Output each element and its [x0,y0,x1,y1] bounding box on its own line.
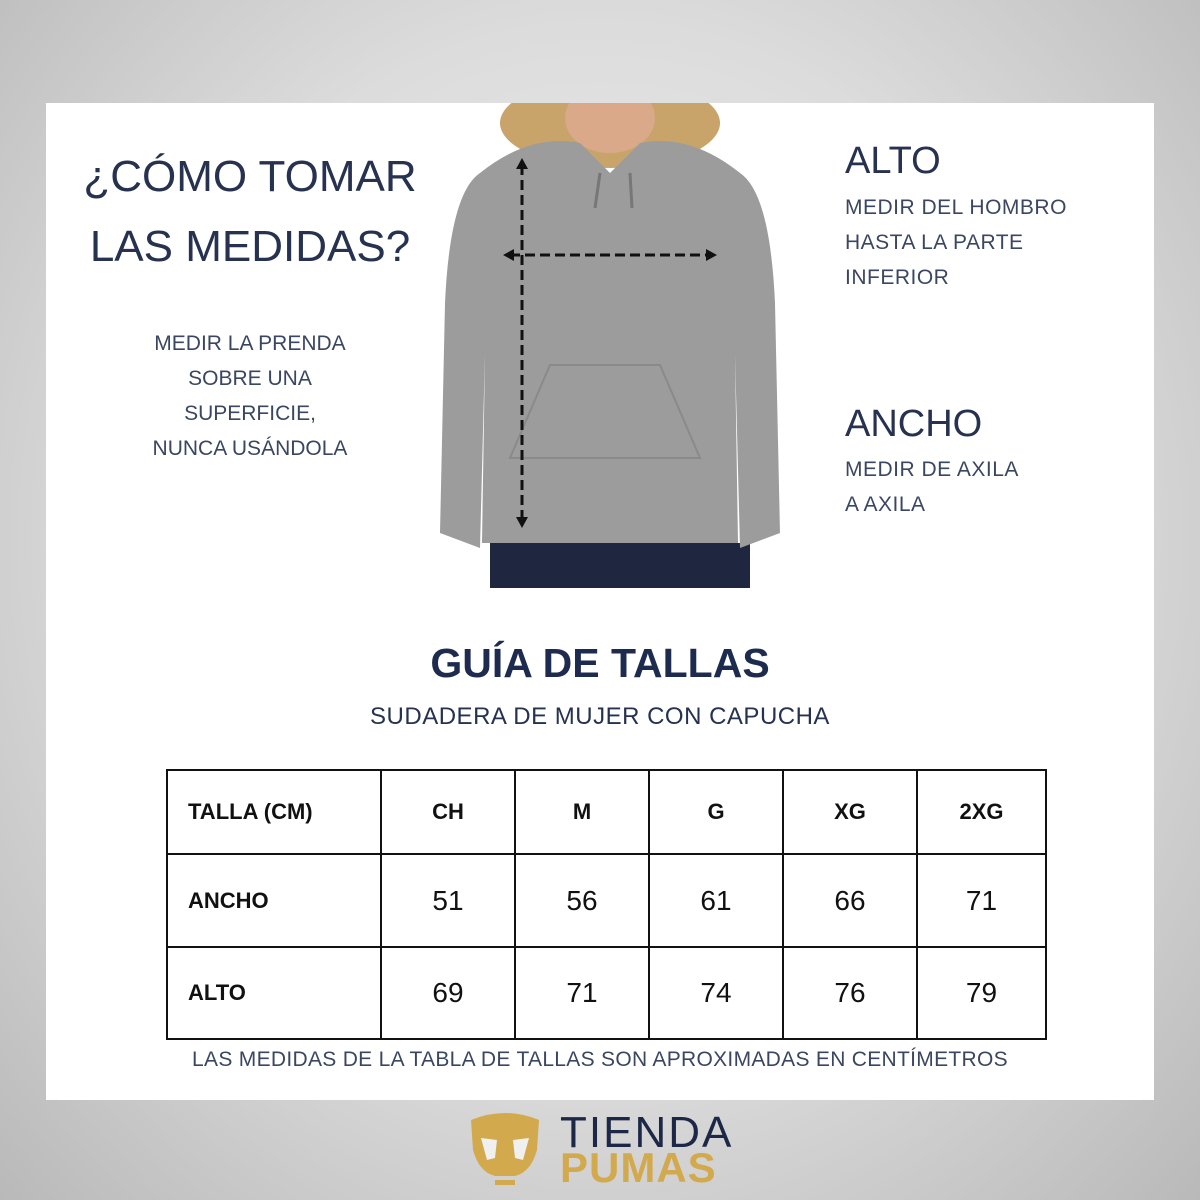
alto-description: MEDIR DEL HOMBRO HASTA LA PARTE INFERIOR [845,190,1067,295]
ancho-heading: ANCHO [845,403,983,445]
table-cell: 71 [514,946,650,1040]
size-table: TALLA (CM) CH M G XG 2XG ANCHO 51 56 61 … [166,769,1047,1040]
table-header: CH [380,769,516,855]
table-header: XG [782,769,918,855]
row-label: ALTO [166,946,382,1040]
hoodie-photo [420,103,800,588]
alto-line: HASTA LA PARTE [845,231,1024,254]
pumas-logo-icon [471,1113,539,1185]
table-cell: 61 [648,853,784,948]
table-cell: 74 [648,946,784,1040]
instruction-line: MEDIR LA PRENDA [154,332,346,355]
table-header: TALLA (CM) [166,769,382,855]
table-cell: 71 [916,853,1047,948]
title-line: ¿CÓMO TOMAR [83,152,417,201]
table-cell: 66 [782,853,918,948]
measure-instructions: MEDIR LA PRENDA SOBRE UNA SUPERFICIE, NU… [110,326,390,466]
table-row: ALTO 69 71 74 76 79 [166,946,1047,1040]
row-label: ANCHO [166,853,382,948]
title-line: LAS MEDIDAS? [89,222,411,271]
brand-name-tienda: TIENDA [560,1108,734,1157]
how-to-measure-title: ¿CÓMO TOMAR LAS MEDIDAS? [60,142,440,282]
table-header: 2XG [916,769,1047,855]
ancho-description: MEDIR DE AXILA A AXILA [845,452,1019,522]
measurement-note: LAS MEDIDAS DE LA TABLA DE TALLAS SON AP… [192,1048,1008,1071]
table-cell: 56 [514,853,650,948]
table-cell: 79 [916,946,1047,1040]
table-header: G [648,769,784,855]
table-header: M [514,769,650,855]
ancho-line: MEDIR DE AXILA [845,458,1019,481]
alto-heading: ALTO [845,140,941,182]
table-cell: 69 [380,946,516,1040]
instruction-line: NUNCA USÁNDOLA [152,437,348,460]
table-cell: 76 [782,946,918,1040]
table-cell: 51 [380,853,516,948]
brand-name-pumas: PUMAS [560,1144,717,1191]
size-guide-title: GUÍA DE TALLAS [430,640,770,686]
alto-line: INFERIOR [845,266,950,289]
instruction-line: SUPERFICIE, [184,402,316,425]
alto-line: MEDIR DEL HOMBRO [845,196,1067,219]
table-row: ANCHO 51 56 61 66 71 [166,853,1047,948]
table-header-row: TALLA (CM) CH M G XG 2XG [166,769,1047,855]
size-guide-subtitle: SUDADERA DE MUJER CON CAPUCHA [370,703,830,730]
ancho-measure-arrow [503,249,717,261]
instruction-line: SOBRE UNA [188,367,312,390]
ancho-line: A AXILA [845,493,926,516]
